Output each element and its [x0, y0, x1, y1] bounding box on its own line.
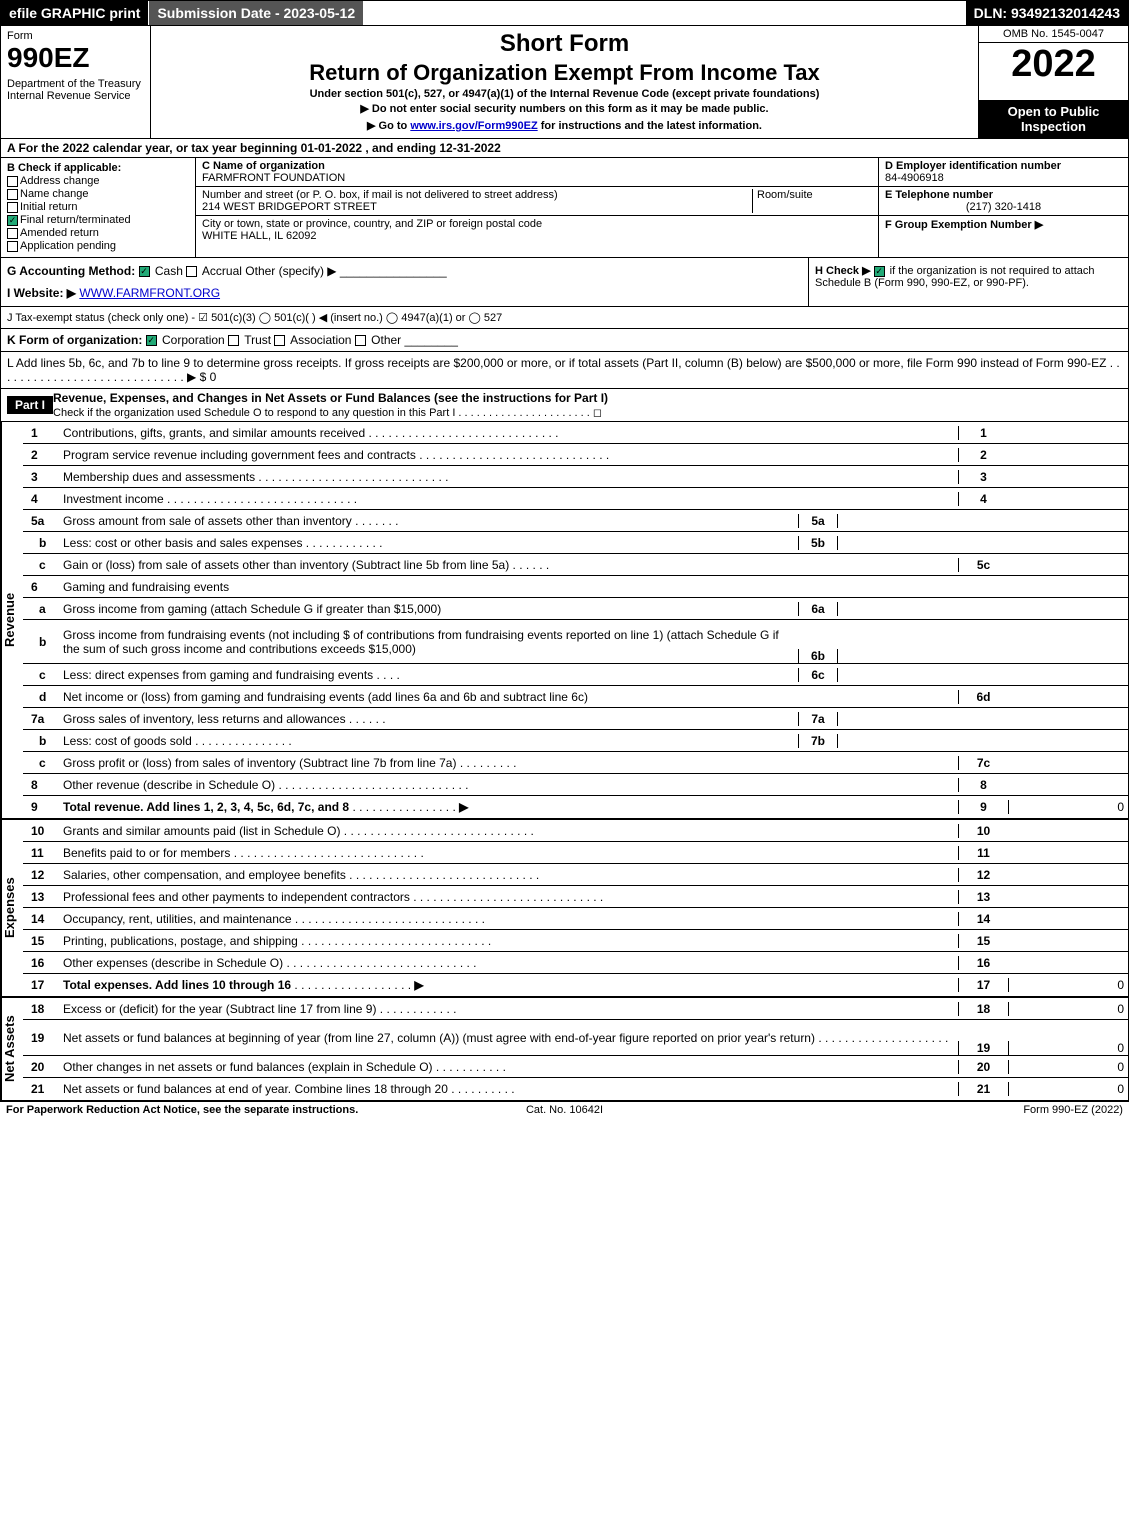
- check-final-return[interactable]: Final return/terminated: [7, 214, 189, 226]
- section-h-label: H Check ▶: [815, 265, 871, 277]
- check-accrual[interactable]: [186, 266, 197, 277]
- line-21-amount: 0: [1008, 1082, 1128, 1096]
- section-c: C Name of organization FARMFRONT FOUNDAT…: [196, 158, 878, 257]
- check-other-org[interactable]: [355, 335, 366, 346]
- check-schedule-b[interactable]: [874, 266, 885, 277]
- accounting-label: G Accounting Method:: [7, 264, 135, 278]
- directive-2: ▶ Go to www.irs.gov/Form990EZ for instru…: [159, 117, 970, 134]
- section-k: K Form of organization: Corporation Trus…: [0, 329, 1129, 352]
- form-header: Form 990EZ Department of the Treasury In…: [0, 26, 1129, 139]
- return-title: Return of Organization Exempt From Incom…: [159, 60, 970, 86]
- section-k-label: K Form of organization:: [7, 333, 142, 347]
- line-17-amount: 0: [1008, 978, 1128, 992]
- line-19-amount: 0: [1008, 1041, 1128, 1055]
- irs-link[interactable]: www.irs.gov/Form990EZ: [410, 120, 537, 132]
- phone-label: E Telephone number: [885, 189, 993, 201]
- section-l: L Add lines 5b, 6c, and 7b to line 9 to …: [0, 352, 1129, 389]
- check-association[interactable]: [274, 335, 285, 346]
- section-a: A For the 2022 calendar year, or tax yea…: [0, 139, 1129, 158]
- check-name-change[interactable]: Name change: [7, 188, 189, 200]
- street-label: Number and street (or P. O. box, if mail…: [202, 189, 558, 201]
- form-word: Form: [7, 30, 144, 42]
- street-value: 214 WEST BRIDGEPORT STREET: [202, 201, 377, 213]
- room-suite-label: Room/suite: [752, 189, 872, 213]
- website-value[interactable]: WWW.FARMFRONT.ORG: [79, 286, 220, 300]
- check-amended-return[interactable]: Amended return: [7, 227, 189, 239]
- directive-2-pre: ▶ Go to: [367, 120, 410, 132]
- part-1-title: Revenue, Expenses, and Changes in Net As…: [53, 391, 608, 405]
- check-cash[interactable]: [139, 266, 150, 277]
- org-name: FARMFRONT FOUNDATION: [202, 172, 345, 184]
- city-label: City or town, state or province, country…: [202, 218, 542, 230]
- section-a-text: A For the 2022 calendar year, or tax yea…: [7, 141, 501, 155]
- tax-year: 2022: [979, 43, 1128, 100]
- section-j: J Tax-exempt status (check only one) - ☑…: [0, 307, 1129, 329]
- short-form-title: Short Form: [159, 30, 970, 58]
- expenses-side-label: Expenses: [1, 820, 23, 996]
- catalog-number: Cat. No. 10642I: [378, 1104, 750, 1116]
- phone-value: (217) 320-1418: [885, 201, 1122, 213]
- sections-bcdef: B Check if applicable: Address change Na…: [0, 158, 1129, 258]
- directive-2-post: for instructions and the latest informat…: [538, 120, 762, 132]
- part-1-badge: Part I: [7, 396, 53, 414]
- submission-date: Submission Date - 2023-05-12: [148, 1, 363, 25]
- part-1-table: Revenue 1Contributions, gifts, grants, a…: [0, 422, 1129, 1101]
- dln-label: DLN: 93492132014243: [966, 1, 1128, 25]
- sections-gh: G Accounting Method: Cash Accrual Other …: [0, 258, 1129, 307]
- website-label: I Website: ▶: [7, 286, 76, 300]
- ein-value: 84-4906918: [885, 172, 944, 184]
- top-bar: efile GRAPHIC print Submission Date - 20…: [0, 0, 1129, 26]
- page-footer: For Paperwork Reduction Act Notice, see …: [0, 1101, 1129, 1118]
- line-9-amount: 0: [1008, 800, 1128, 814]
- efile-label[interactable]: efile GRAPHIC print: [1, 1, 148, 25]
- org-name-label: C Name of organization: [202, 160, 325, 172]
- part-1-header: Part I Revenue, Expenses, and Changes in…: [0, 389, 1129, 422]
- line-18-amount: 0: [1008, 1002, 1128, 1016]
- city-value: WHITE HALL, IL 62092: [202, 230, 317, 242]
- section-b-label: B Check if applicable:: [7, 162, 121, 174]
- check-application-pending[interactable]: Application pending: [7, 240, 189, 252]
- line-20-amount: 0: [1008, 1060, 1128, 1074]
- check-corporation[interactable]: [146, 335, 157, 346]
- inspection-badge: Open to Public Inspection: [979, 100, 1128, 138]
- check-initial-return[interactable]: Initial return: [7, 201, 189, 213]
- check-address-change[interactable]: Address change: [7, 175, 189, 187]
- sections-def: D Employer identification number 84-4906…: [878, 158, 1128, 257]
- netassets-side-label: Net Assets: [1, 998, 23, 1100]
- section-b: B Check if applicable: Address change Na…: [1, 158, 196, 257]
- form-footer-label: Form 990-EZ (2022): [751, 1104, 1123, 1116]
- omb-number: OMB No. 1545-0047: [979, 26, 1128, 43]
- form-number: 990EZ: [7, 42, 144, 74]
- check-trust[interactable]: [228, 335, 239, 346]
- under-section: Under section 501(c), 527, or 4947(a)(1)…: [159, 88, 970, 100]
- department-label: Department of the Treasury Internal Reve…: [7, 78, 144, 102]
- part-1-check: Check if the organization used Schedule …: [53, 407, 602, 419]
- section-h: H Check ▶ if the organization is not req…: [808, 258, 1128, 306]
- group-exemption-label: F Group Exemption Number ▶: [885, 219, 1043, 231]
- revenue-side-label: Revenue: [1, 422, 23, 818]
- paperwork-notice: For Paperwork Reduction Act Notice, see …: [6, 1104, 378, 1116]
- ein-label: D Employer identification number: [885, 160, 1061, 172]
- directive-1: ▶ Do not enter social security numbers o…: [159, 100, 970, 117]
